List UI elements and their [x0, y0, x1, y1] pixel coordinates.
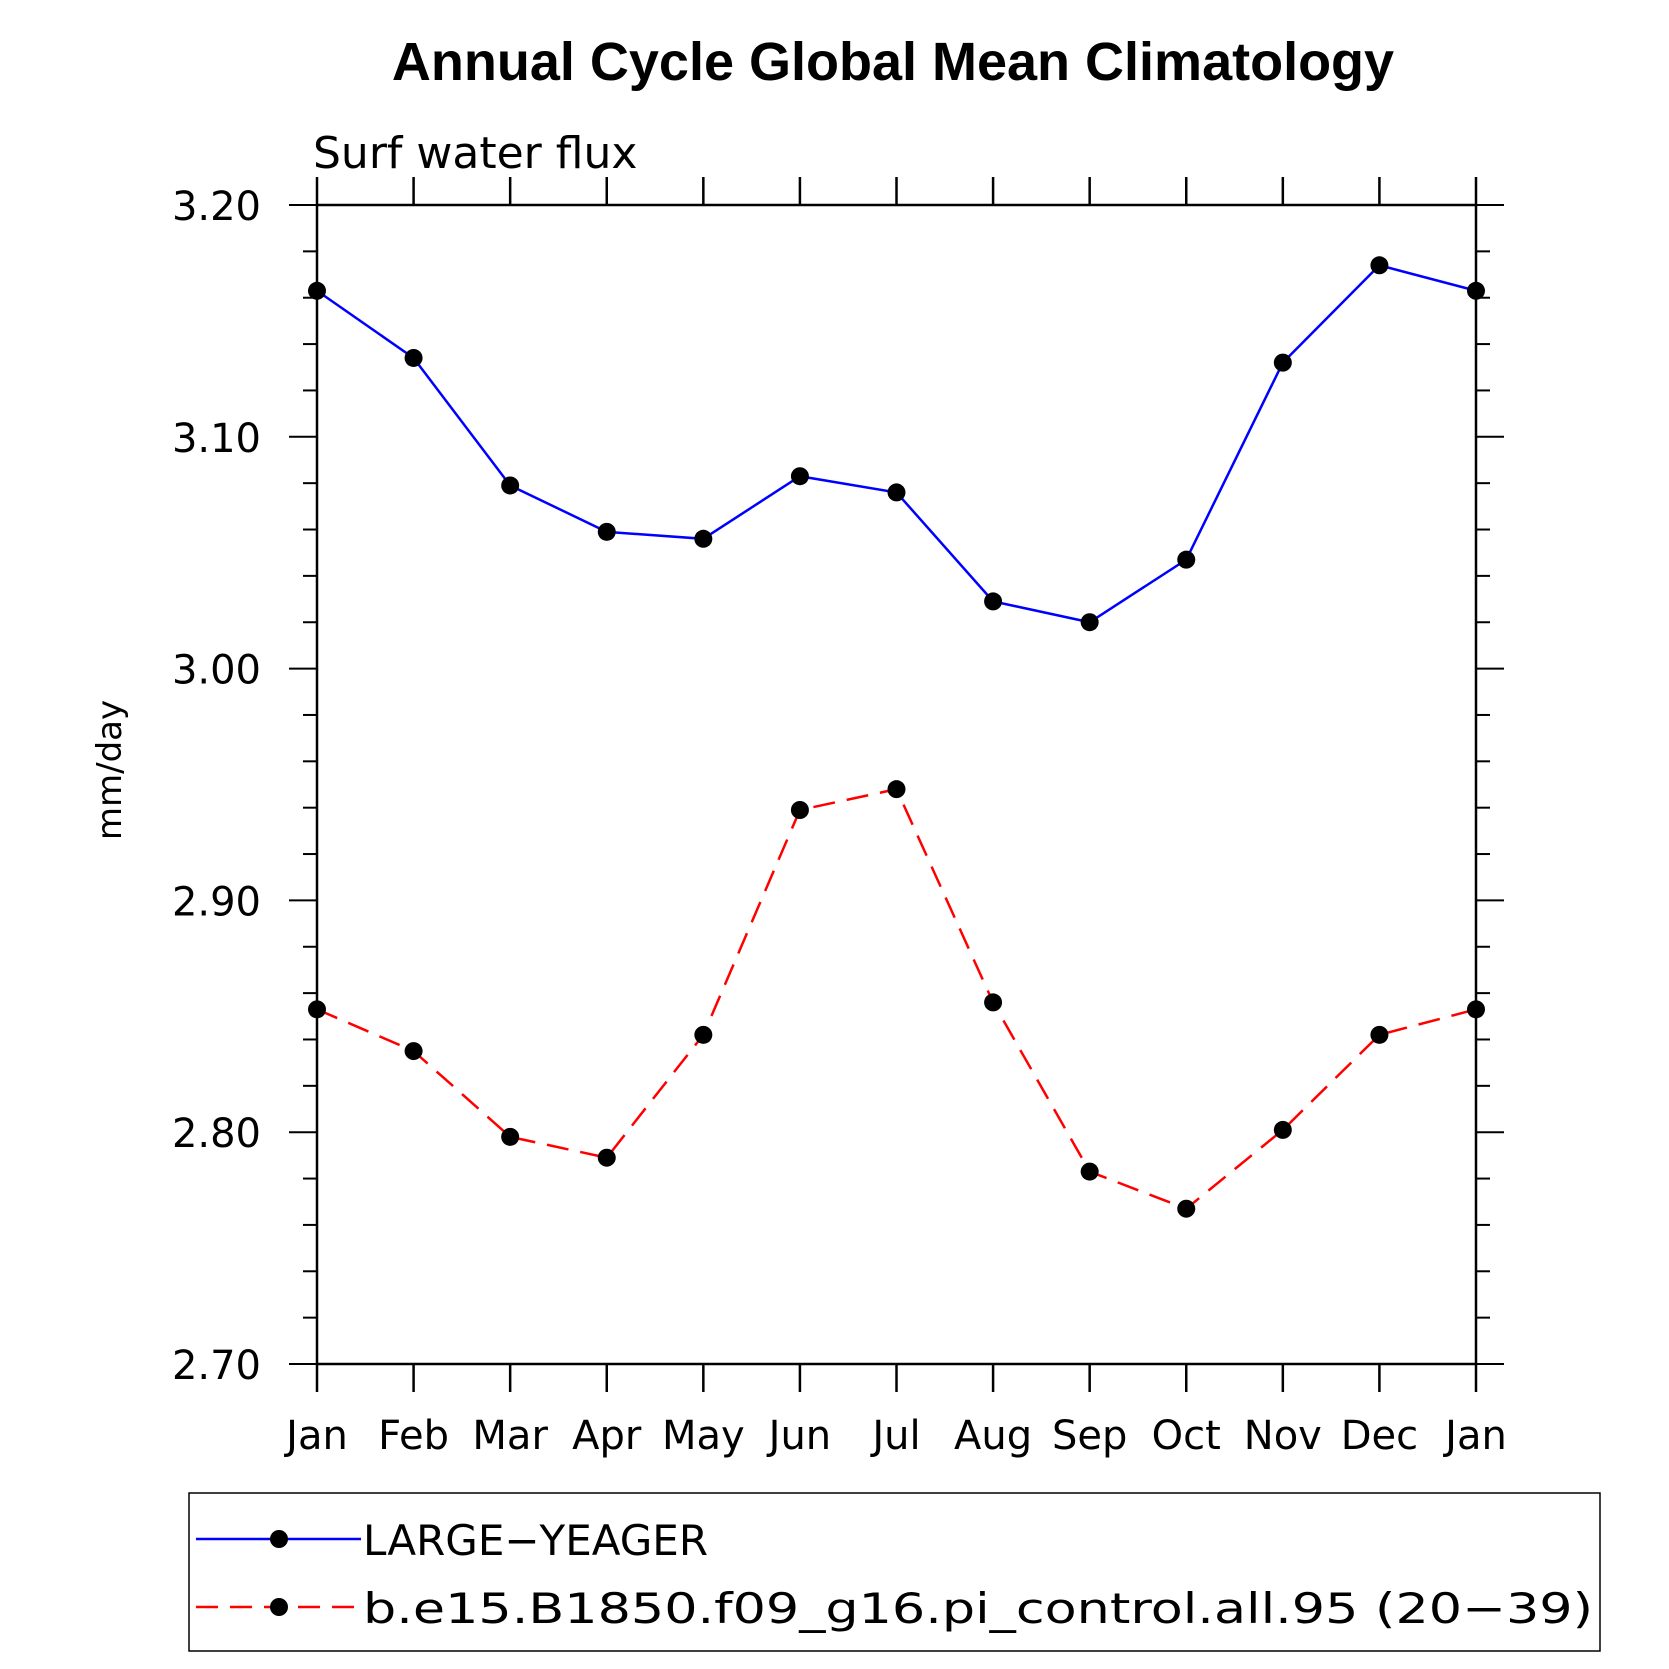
chart-subtitle: Surf water flux [313, 128, 637, 179]
data-point [1273, 1120, 1292, 1139]
series-0 [308, 256, 1485, 632]
series-line [316, 263, 1477, 624]
data-point [1273, 353, 1292, 372]
data-point [308, 1000, 326, 1019]
y-tick-label: 3.20 [172, 184, 261, 230]
chart-title: Annual Cycle Global Mean Climatology [392, 32, 1394, 92]
series-1 [308, 780, 1485, 1218]
legend-box [188, 1492, 1601, 1652]
data-point [887, 483, 906, 502]
y-tick-label: 3.00 [172, 648, 261, 694]
y-tick-label: 2.70 [172, 1343, 261, 1389]
data-point [694, 529, 713, 548]
data-point [404, 1042, 423, 1061]
x-tick-label: Sep [1052, 1413, 1127, 1459]
x-tick-label: Jan [283, 1413, 348, 1459]
data-point [984, 592, 1003, 611]
x-tick-labels: Jan Feb Mar Apr May Jun Jul Aug Sep Oct Nov Dec Jan [283, 1413, 1507, 1459]
data-point [790, 800, 809, 819]
data-point [984, 993, 1003, 1012]
x-tick-label: Mar [472, 1413, 548, 1459]
legend: LARGE−YEAGER b.e15.B1850.f09_g16.pi_cont… [188, 1492, 1601, 1652]
x-tick-label: Feb [378, 1413, 449, 1459]
data-point [404, 348, 423, 367]
x-tick-label: Jun [766, 1413, 832, 1459]
data-point [1467, 1000, 1485, 1019]
legend-label-pi-control: b.e15.B1850.f09_g16.pi_control.all.95 (2… [363, 1584, 1593, 1633]
data-point [1080, 1162, 1099, 1181]
data-point [1177, 550, 1196, 569]
y-tick-label: 2.90 [172, 879, 261, 925]
plot-series [308, 256, 1485, 1218]
x-tick-label: Jul [869, 1413, 920, 1459]
y-tick-label: 3.10 [172, 416, 261, 462]
legend-marker-pi-control [270, 1598, 288, 1616]
y-axis-label: mm/day [90, 700, 130, 840]
x-tick-label: Dec [1341, 1413, 1418, 1459]
data-point [694, 1025, 713, 1044]
data-point [1177, 1199, 1196, 1218]
y-tick-label: 2.80 [172, 1111, 261, 1157]
data-point [1467, 281, 1485, 300]
legend-marker-large-yeager [270, 1530, 288, 1548]
data-point [1370, 256, 1389, 275]
data-point [597, 522, 616, 541]
data-point [308, 281, 326, 300]
series-line [316, 787, 1477, 1211]
x-tick-label: Apr [572, 1413, 642, 1459]
y-tick-labels: 3.20 3.10 3.00 2.90 2.80 2.70 [172, 184, 261, 1389]
data-point [887, 780, 906, 799]
x-tick-label: Nov [1244, 1413, 1322, 1459]
data-point [1370, 1025, 1389, 1044]
data-point [501, 476, 520, 495]
x-tick-label: Aug [954, 1413, 1032, 1459]
x-tick-label: Oct [1152, 1413, 1221, 1459]
data-point [790, 467, 809, 486]
data-point [501, 1127, 520, 1146]
data-point [1080, 613, 1099, 632]
legend-label-large-yeager: LARGE−YEAGER [363, 1516, 708, 1565]
x-tick-label: Jan [1442, 1413, 1507, 1459]
data-point [597, 1148, 616, 1167]
x-tick-label: May [662, 1413, 745, 1459]
